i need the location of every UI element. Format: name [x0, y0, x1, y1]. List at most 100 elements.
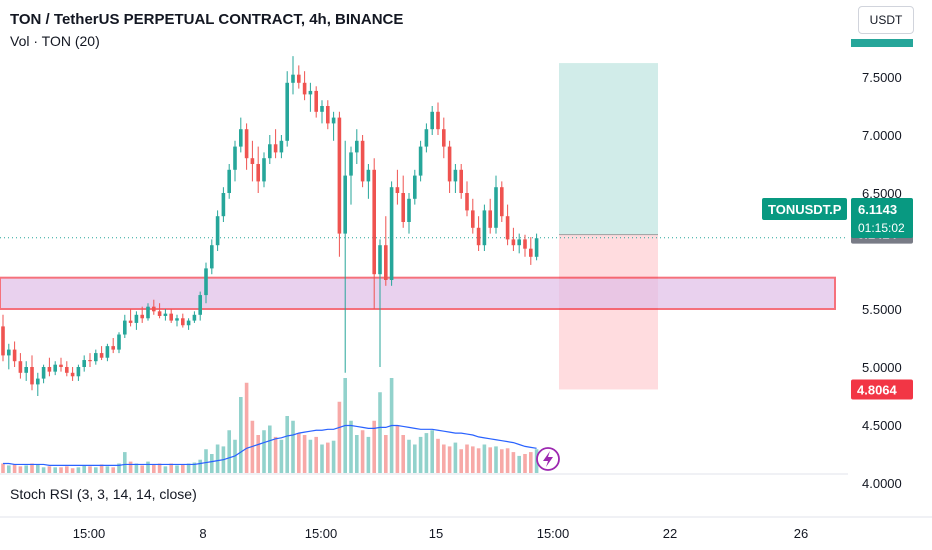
candle [239, 117, 243, 153]
symbol-tag-bg [762, 198, 847, 220]
candle [36, 372, 40, 396]
candle [320, 100, 324, 124]
profit-zone [559, 63, 658, 235]
candle-body [534, 238, 539, 257]
candle [169, 309, 173, 323]
stoch-rsi-indicator-label[interactable]: Stoch RSI (3, 3, 14, 14, close) [10, 486, 197, 502]
candle [494, 175, 498, 234]
currency-button[interactable]: USDT [858, 6, 914, 34]
candle-body [152, 306, 156, 312]
candle-body [169, 313, 173, 321]
volume-bar [12, 464, 17, 473]
candle-body [418, 146, 423, 176]
time-tick-label: 26 [794, 526, 808, 541]
volume-bar [337, 401, 342, 473]
candle [436, 102, 440, 135]
candle [53, 361, 57, 376]
candle [157, 303, 162, 319]
candle-body [291, 74, 295, 83]
candle-body [314, 90, 318, 112]
candle-body [175, 318, 179, 321]
volume-bar [59, 467, 63, 473]
candle [198, 291, 202, 321]
volume-bar [447, 446, 452, 473]
candle-body [59, 364, 63, 367]
candle [424, 123, 429, 153]
volume-bar [169, 463, 173, 473]
volume-bar [326, 442, 330, 473]
volume-bar [76, 467, 81, 473]
candle-body [221, 193, 226, 217]
volume-bar [111, 467, 115, 473]
candle-body [337, 117, 342, 234]
volume-bar [511, 452, 516, 473]
volume-bar [152, 464, 156, 473]
volume-bar [453, 442, 458, 473]
candle-body [494, 187, 498, 228]
volume-bar [30, 463, 34, 473]
candle [447, 140, 452, 193]
candle-body [105, 346, 110, 358]
candle [175, 314, 179, 327]
candle [244, 123, 249, 170]
volume-bar [192, 462, 197, 473]
stop-price-tag: 4.8064 [857, 382, 898, 397]
volume-bar [413, 444, 417, 473]
volume-bar [82, 465, 86, 473]
candle [372, 158, 376, 309]
volume-bar [65, 466, 69, 473]
volume-bar [355, 435, 359, 473]
stop-price-tag-bg [851, 379, 913, 400]
candle [41, 364, 46, 384]
candle-body [476, 227, 481, 246]
volume-bar [459, 449, 463, 473]
volume-bar [476, 448, 481, 473]
candle-body [256, 164, 260, 182]
candle [111, 338, 115, 354]
candle-body [41, 367, 46, 379]
candle-body [70, 372, 75, 377]
candle [476, 216, 481, 251]
candle [221, 187, 226, 222]
volume-bar [523, 454, 527, 473]
candle [413, 169, 417, 205]
candle-body [320, 106, 324, 112]
candle-body [465, 193, 469, 211]
candle [99, 346, 104, 361]
replay-lightning-icon [536, 447, 560, 471]
candle-body [99, 353, 104, 358]
candle-body [47, 367, 52, 372]
volume-bar [181, 464, 185, 473]
candle-body [326, 106, 330, 124]
candle-body [453, 169, 458, 182]
volume-indicator-label[interactable]: Vol · TON (20) [10, 33, 100, 49]
price-tick-label: 5.0000 [862, 360, 902, 375]
candle [331, 111, 336, 141]
volume-bar [302, 435, 307, 473]
candle [262, 152, 266, 188]
volume-bar [529, 452, 533, 473]
volume-bar [24, 465, 28, 473]
candle [285, 71, 289, 147]
time-tick-label: 15:00 [305, 526, 338, 541]
volume-bar [360, 430, 365, 473]
candle-body [424, 129, 429, 147]
candle-body [407, 198, 411, 222]
candle-body [517, 239, 521, 246]
volume-bar [308, 439, 313, 473]
candle [308, 82, 313, 112]
last-price-tag: 6.1143 [858, 202, 897, 217]
volume-bar [53, 467, 57, 473]
price-tick-label: 4.5000 [862, 418, 902, 433]
candle-body [360, 140, 365, 182]
volume-bar [227, 430, 231, 473]
volume-bar [157, 463, 162, 473]
candle-body [186, 320, 191, 326]
candle [18, 353, 23, 379]
volume-bar [372, 420, 376, 473]
candle [24, 361, 28, 381]
candle-body [529, 248, 533, 257]
candle-body [482, 210, 487, 246]
volume-bar [204, 449, 208, 473]
